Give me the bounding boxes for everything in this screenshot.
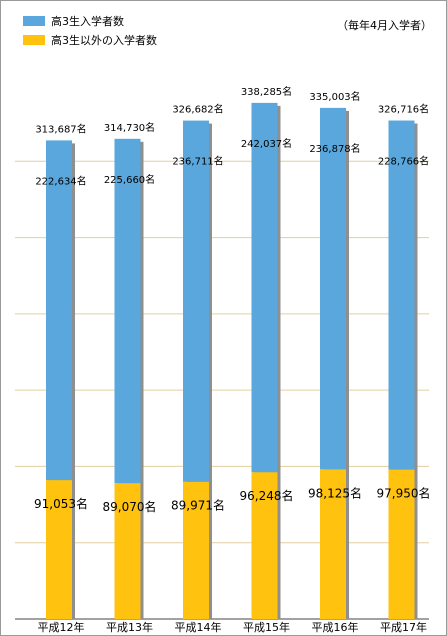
x-tick-label: 平成14年 [175,620,222,634]
legend-swatch-high-school-seniors [23,16,45,26]
legend-swatch-others [23,35,45,45]
high-school-seniors-value-label: 236,878名 [309,142,360,155]
x-tick-label: 平成17年 [380,620,427,634]
bar-high-school-seniors [183,120,209,482]
bar-high-school-seniors [46,140,72,481]
total-label: 335,003名 [309,90,360,103]
x-tick-label: 平成15年 [243,620,290,634]
bar-others [388,469,415,619]
total-label: 338,285名 [241,85,292,98]
others-value-label: 91,053名 [34,496,88,511]
high-school-seniors-value-label: 225,660名 [104,173,155,186]
bar-high-school-seniors [114,138,141,484]
legend-item-others: 高3生以外の入学者数 [23,33,157,47]
bar-others [114,483,141,619]
others-value-label: 98,125名 [308,485,362,500]
total-label: 326,716名 [378,103,429,116]
legend-item-high-school-seniors: 高3生入学者数 [23,14,124,28]
others-value-label: 96,248名 [240,488,294,503]
total-label: 313,687名 [35,122,86,135]
bar-others [320,469,346,619]
high-school-seniors-value-label: 222,634名 [35,174,86,187]
legend-label-high-school-seniors: 高3生入学者数 [51,15,124,28]
total-label: 314,730名 [104,121,155,134]
bar-others [183,481,209,619]
others-value-label: 97,950名 [377,486,431,501]
bar-high-school-seniors [251,102,278,473]
x-tick-label: 平成16年 [312,620,359,634]
bar-high-school-seniors [388,120,415,470]
high-school-seniors-value-label: 228,766名 [378,155,429,168]
total-label: 326,682名 [172,103,223,116]
x-tick-label: 平成13年 [106,620,153,634]
bar-others [251,472,278,619]
bar-high-school-seniors [320,107,346,470]
others-value-label: 89,070名 [103,499,157,514]
high-school-seniors-value-label: 242,037名 [241,137,292,150]
bar-others [46,480,72,619]
x-tick-label: 平成12年 [38,620,85,634]
high-school-seniors-value-label: 236,711名 [172,155,223,168]
chart-note: （毎年4月入学者） [337,19,432,32]
others-value-label: 89,971名 [171,498,225,513]
legend-label-others: 高3生以外の入学者数 [51,34,157,47]
